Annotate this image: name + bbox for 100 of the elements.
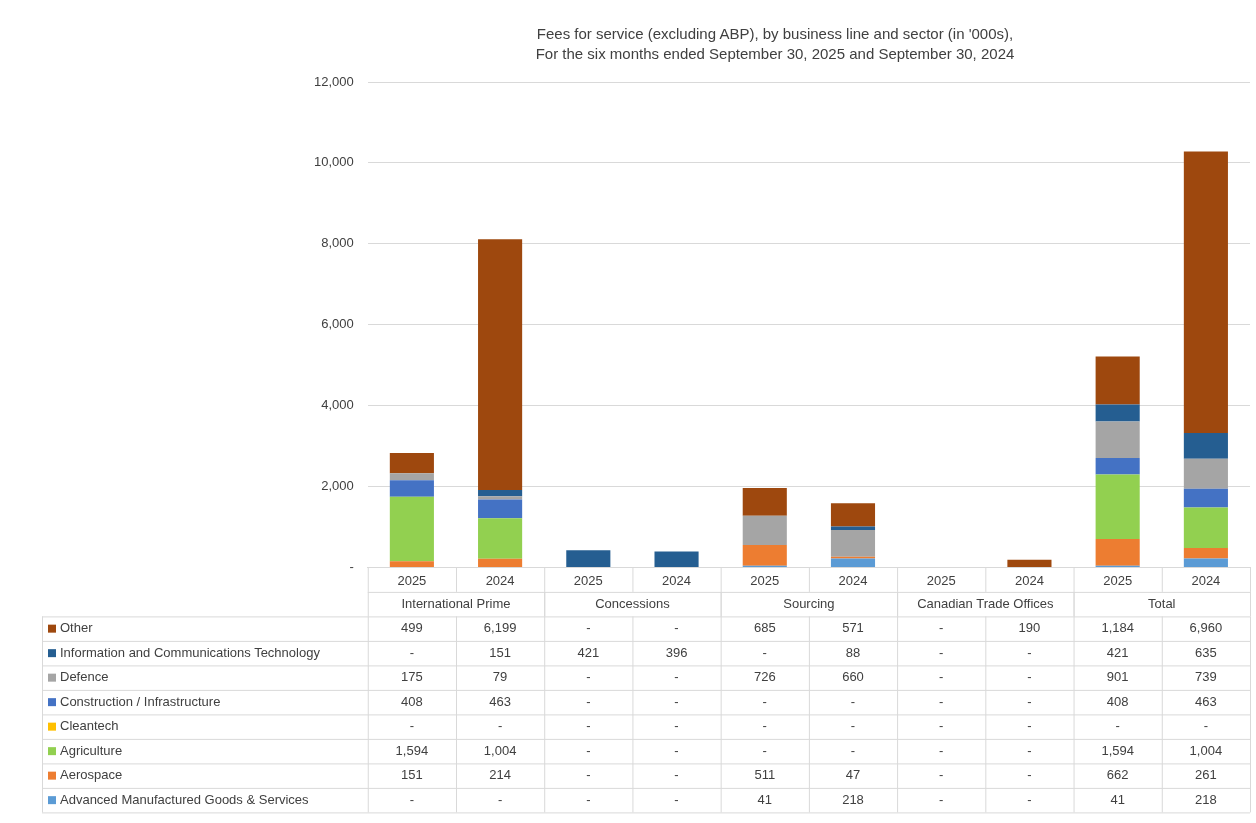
bar: [1183, 558, 1228, 567]
data-label: 41: [757, 791, 772, 807]
data-label: 151: [401, 767, 423, 783]
legend-label: Advanced Manufactured Goods & Services: [60, 791, 310, 807]
data-label: 79: [492, 669, 508, 685]
bar: [478, 518, 523, 559]
bar: [1095, 421, 1140, 458]
x-tick-label: 2025: [926, 572, 956, 588]
x-tick-label: 2025: [750, 572, 780, 588]
data-label: -: [762, 742, 767, 758]
bar: [1095, 457, 1140, 475]
data-label: -: [850, 742, 856, 758]
data-label: -: [762, 693, 767, 709]
data-label: -: [674, 767, 679, 783]
bar: [830, 503, 876, 527]
data-label: -: [497, 791, 503, 807]
bar: [1183, 433, 1228, 459]
data-label: 1,594: [395, 742, 429, 758]
legend-label: Cleantech: [60, 718, 119, 734]
data-label: 511: [754, 767, 776, 783]
bar: [389, 473, 434, 481]
data-label: -: [939, 791, 944, 807]
data-label: 901: [1106, 669, 1129, 685]
bar: [478, 490, 523, 497]
bar: [830, 526, 876, 530]
data-label: -: [674, 718, 679, 734]
bar: [1095, 474, 1140, 539]
text: Sourcing: [783, 595, 835, 611]
data-label: -: [762, 718, 767, 734]
data-label: -: [1027, 669, 1032, 685]
data-label: -: [586, 620, 591, 636]
data-label: -: [939, 767, 944, 783]
data-label: -: [1115, 718, 1120, 734]
data-label: 151: [489, 644, 511, 660]
data-label: -: [762, 644, 767, 660]
data-label: 726: [753, 669, 776, 685]
bar: [742, 545, 787, 566]
data-label: -: [586, 669, 591, 685]
data-label: 463: [1195, 693, 1217, 709]
text: Canadian Trade Offices: [917, 595, 1054, 611]
data-label: -: [1027, 693, 1032, 709]
legend-label: Agriculture: [60, 742, 123, 758]
data-label: -: [674, 693, 679, 709]
bar: [830, 558, 876, 567]
data-label: 214: [489, 767, 511, 783]
data-label: -: [586, 742, 591, 758]
bar: [654, 551, 699, 567]
data-label: -: [409, 791, 415, 807]
bar: [742, 515, 787, 546]
data-label: -: [586, 693, 591, 709]
data-label: 1,004: [483, 742, 517, 758]
data-label: 396: [665, 644, 688, 660]
data-label: 463: [489, 693, 511, 709]
data-label: 408: [1106, 693, 1129, 709]
bar: [1183, 151, 1228, 434]
data-label: 571: [842, 620, 864, 636]
data-label: 41: [1110, 791, 1125, 807]
data-label: -: [939, 693, 944, 709]
data-label: -: [939, 742, 944, 758]
bar: [742, 488, 787, 516]
data-label: -: [939, 669, 944, 685]
chart-subtitle: For the six months ended September 30, 2025 and September 30, 2024: [535, 45, 1015, 63]
bar: [389, 453, 434, 474]
data-label: -: [939, 644, 944, 660]
text: Concessions: [595, 595, 671, 611]
x-tick-label: 2025: [573, 572, 603, 588]
x-tick-label: 2024: [838, 572, 868, 588]
bar: [1095, 356, 1140, 405]
data-label: 175: [401, 669, 423, 685]
y-tick-label: 4,000: [321, 397, 354, 413]
data-label: -: [674, 791, 679, 807]
y-tick-label: 12,000: [314, 73, 354, 89]
data-label: 739: [1195, 669, 1217, 685]
y-tick-label: -: [349, 558, 354, 574]
data-label: -: [674, 620, 679, 636]
bar: [1183, 458, 1228, 489]
legend-label: Construction / Infrastructure: [60, 693, 221, 709]
data-label: 685: [753, 620, 776, 636]
data-label: -: [1027, 718, 1032, 734]
data-label: 1,004: [1189, 742, 1223, 758]
data-label: 421: [577, 644, 600, 660]
bar: [830, 529, 876, 557]
data-label: 218: [1195, 791, 1217, 807]
data-label: -: [850, 693, 856, 709]
data-label: 660: [842, 669, 864, 685]
legend-label: Information and Communications Technology: [60, 644, 321, 660]
legend-label: Defence: [60, 669, 109, 685]
bar: [478, 499, 523, 519]
bar: [1183, 488, 1228, 508]
data-label: 635: [1195, 644, 1217, 660]
data-label: -: [939, 718, 944, 734]
bar: [389, 496, 434, 562]
data-label: 6,199: [483, 620, 517, 636]
data-label: -: [1027, 742, 1032, 758]
bar: [1007, 559, 1052, 567]
data-label: 499: [401, 620, 423, 636]
bar: [478, 496, 523, 500]
chart-title: Fees for service (excluding ABP), by business line and sector (in '000s),: [536, 25, 1014, 43]
data-label: -: [1203, 718, 1209, 734]
data-label: 1,594: [1101, 742, 1134, 758]
